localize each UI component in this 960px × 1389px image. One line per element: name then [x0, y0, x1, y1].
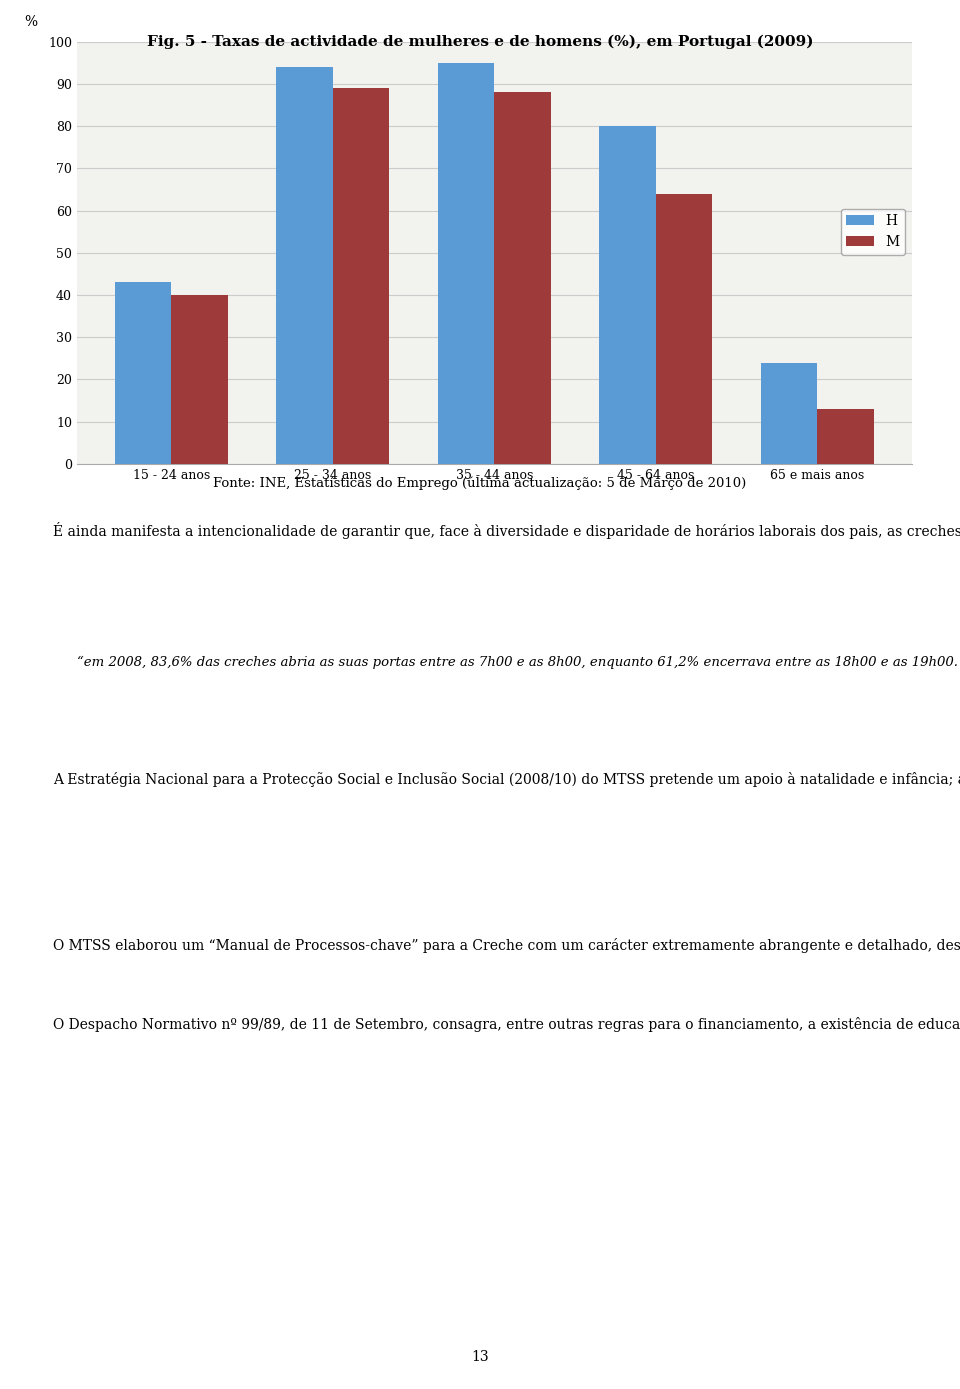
Text: A Estratégia Nacional para a Protecção Social e Inclusão Social (2008/10) do MTS: A Estratégia Nacional para a Protecção S… [53, 772, 960, 788]
Text: Fonte: INE, Estatísticas do Emprego (última actualização: 5 de Março de 2010): Fonte: INE, Estatísticas do Emprego (últ… [213, 476, 747, 490]
Bar [276, 67, 333, 464]
Y-axis label: %: % [24, 15, 37, 29]
Bar [494, 92, 551, 464]
Text: É ainda manifesta a intencionalidade de garantir que, face à diversidade e dispa: É ainda manifesta a intencionalidade de … [53, 522, 960, 539]
Text: Fig. 5 - Taxas de actividade de mulheres e de homens (%), em Portugal (2009): Fig. 5 - Taxas de actividade de mulheres… [147, 35, 813, 49]
Text: “em 2008, 83,6% das creches abria as suas portas entre as 7h00 e as 8h00, enquan: “em 2008, 83,6% das creches abria as sua… [77, 656, 960, 669]
Bar [333, 88, 390, 464]
Bar [438, 63, 494, 464]
Bar [761, 363, 818, 464]
Text: O MTSS elaborou um “Manual de Processos-chave” para a Creche com um carácter ext: O MTSS elaborou um “Manual de Processos-… [53, 938, 960, 953]
Text: 13: 13 [471, 1350, 489, 1364]
Bar [115, 282, 171, 464]
Bar [656, 193, 712, 464]
Bar [599, 126, 656, 464]
Legend: H, M: H, M [841, 208, 905, 254]
Bar [818, 408, 874, 464]
Text: O Despacho Normativo nº 99/89, de 11 de Setembro, consagra, entre outras regras : O Despacho Normativo nº 99/89, de 11 de … [53, 1017, 960, 1032]
Bar [171, 294, 228, 464]
